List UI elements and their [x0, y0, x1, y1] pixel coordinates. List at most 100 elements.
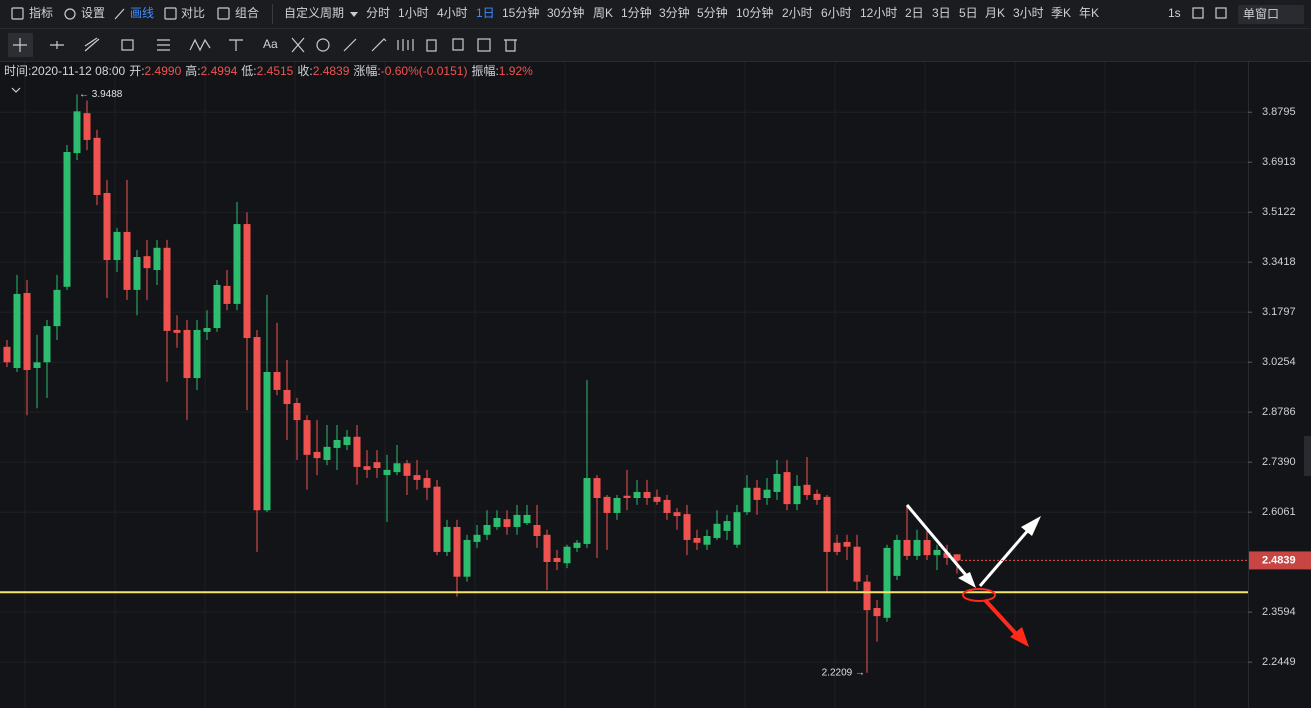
candle-body — [803, 484, 811, 495]
candle-body — [513, 514, 521, 527]
candle-body — [503, 519, 511, 527]
period-button[interactable]: 12小时 — [860, 6, 897, 20]
period-button[interactable]: 3分钟 — [659, 5, 690, 20]
candle-body — [443, 526, 451, 552]
candle-body — [433, 486, 441, 552]
candle-body — [893, 539, 901, 576]
candle-body — [603, 496, 611, 513]
candle-body — [253, 337, 261, 511]
period-button[interactable]: 1日 — [476, 6, 495, 20]
candle-body — [353, 436, 361, 467]
plot — [0, 94, 1248, 673]
info-value: -0.60%(-0.0151) — [381, 64, 468, 78]
candle-body — [583, 478, 591, 544]
candle-body — [193, 329, 201, 379]
y-tick-label: 2.3594 — [1262, 606, 1296, 618]
y-tick-label: 3.1797 — [1262, 306, 1296, 318]
tool-icons — [11, 7, 1227, 20]
candle-body — [573, 542, 581, 548]
candle-body — [623, 495, 631, 499]
candle-body — [533, 524, 541, 536]
period-button[interactable]: 5日 — [959, 6, 978, 20]
toolbar-button[interactable]: 对比 — [181, 6, 205, 20]
period-button[interactable]: 30分钟 — [547, 5, 584, 20]
toolbar-button[interactable]: 画线 — [130, 6, 154, 20]
toolbar-button[interactable]: 设置 — [81, 6, 105, 20]
candle-body — [683, 514, 691, 540]
y-tick-label: 3.3418 — [1262, 256, 1296, 268]
candle-body — [883, 547, 891, 618]
candle-body — [373, 462, 381, 469]
period-button[interactable]: 4小时 — [437, 6, 468, 20]
toolbar-button[interactable]: 组合 — [235, 5, 259, 20]
period-button[interactable]: 3日 — [932, 6, 951, 20]
candle-body — [523, 514, 531, 524]
candle-body — [183, 329, 191, 379]
period-button[interactable]: 季K — [1051, 6, 1071, 20]
candle-body — [133, 257, 141, 290]
period-button[interactable]: 5分钟 — [697, 5, 728, 20]
candle-body — [943, 552, 951, 558]
candle-body — [113, 231, 121, 261]
candle-body — [953, 554, 961, 561]
period-button[interactable]: 2小时 — [782, 6, 813, 20]
candle-body — [143, 256, 151, 269]
period-button[interactable]: 月K — [985, 6, 1005, 20]
info-value: 2.4994 — [201, 64, 238, 78]
vertical-grid — [0, 62, 1248, 708]
candle-body — [753, 487, 761, 500]
info-label: 开: — [129, 64, 144, 78]
candle-body — [863, 581, 871, 611]
y-tick-label: 3.0254 — [1262, 356, 1296, 368]
period-button[interactable]: 2日 — [905, 6, 924, 20]
candle-body — [673, 512, 681, 517]
info-label: 振幅: — [471, 63, 498, 78]
candle-body — [343, 436, 351, 446]
period-button[interactable]: 3小时 — [1013, 6, 1044, 20]
toolbar-button[interactable]: 指标 — [29, 5, 53, 20]
side-handle[interactable] — [1304, 436, 1311, 476]
candle-body — [43, 326, 51, 363]
period-button[interactable]: 1小时 — [398, 6, 429, 20]
candle-body — [653, 496, 661, 502]
text-tool[interactable]: Aa — [263, 37, 278, 51]
candle-body — [933, 549, 941, 556]
candle-body — [633, 491, 641, 499]
candle-body — [783, 472, 791, 505]
period-button[interactable]: 10分钟 — [736, 5, 773, 20]
candle-body — [403, 463, 411, 476]
period-button[interactable]: 15分钟 — [502, 5, 539, 20]
candle-body — [53, 289, 61, 327]
candle-body — [273, 372, 281, 390]
candle-body — [913, 539, 921, 556]
candle-body — [843, 541, 851, 547]
extreme-label: 2.2209 → — [822, 668, 865, 679]
candle-body — [813, 493, 821, 500]
y-tick-label: 2.8786 — [1262, 406, 1296, 418]
y-tick-label: 2.2449 — [1262, 656, 1296, 668]
period-menu[interactable]: 自定义周期 — [284, 5, 344, 20]
drawing-icons — [8, 33, 517, 57]
candle-body — [613, 498, 621, 513]
candle-body — [553, 557, 561, 563]
speed-button[interactable]: 1s — [1168, 6, 1181, 20]
info-value: 1.92% — [499, 64, 533, 78]
candle-body — [663, 499, 671, 513]
window-label[interactable]: 单窗口 — [1243, 7, 1279, 21]
period-button[interactable]: 年K — [1079, 6, 1099, 20]
info-label: 涨幅: — [353, 63, 380, 78]
candle-body — [263, 372, 271, 511]
info-label: 高: — [185, 63, 200, 78]
candle-body — [483, 524, 491, 535]
candle-body — [493, 517, 501, 527]
candle-body — [723, 521, 731, 531]
period-button[interactable]: 周K — [593, 6, 613, 20]
candle-body — [393, 463, 401, 473]
candle-body — [463, 539, 471, 577]
period-button[interactable]: 分时 — [366, 6, 390, 20]
candle-body — [563, 546, 571, 564]
window-button[interactable] — [1238, 5, 1304, 24]
period-button[interactable]: 1分钟 — [621, 5, 652, 20]
info-value: 2.4990 — [145, 64, 182, 78]
period-button[interactable]: 6小时 — [821, 6, 852, 20]
